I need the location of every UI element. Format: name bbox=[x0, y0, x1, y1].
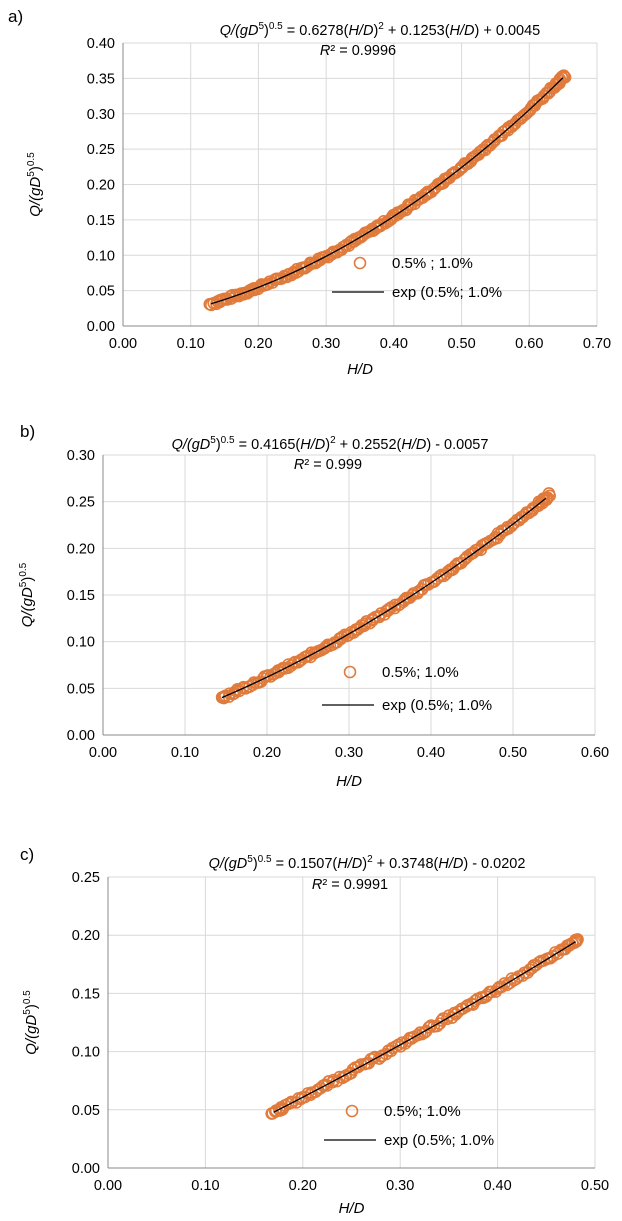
legend-points-label: 0.5% ; 1.0% bbox=[392, 255, 473, 272]
legend-points-label: 0.5%; 1.0% bbox=[382, 664, 459, 681]
x-tick-label: 0.10 bbox=[191, 1178, 219, 1194]
x-tick-label: 0.10 bbox=[171, 745, 199, 761]
x-tick-label: 0.20 bbox=[289, 1178, 317, 1194]
panel-label: b) bbox=[20, 422, 35, 441]
y-tick-label: 0.00 bbox=[67, 728, 95, 744]
x-tick-label: 0.00 bbox=[109, 336, 137, 352]
y-tick-label: 0.15 bbox=[87, 213, 115, 229]
y-tick-label: 0.20 bbox=[87, 178, 115, 194]
y-tick-label: 0.10 bbox=[67, 635, 95, 651]
data-point bbox=[542, 487, 556, 500]
data-point bbox=[523, 963, 537, 977]
x-tick-label: 0.50 bbox=[447, 336, 475, 352]
data-point bbox=[231, 682, 244, 696]
legend-points-label: 0.5%; 1.0% bbox=[384, 1103, 461, 1120]
fit-equation: Q/(gD5)0.5 = 0.4165(H/D)2 + 0.2552(H/D) … bbox=[172, 435, 489, 453]
data-point bbox=[405, 589, 419, 602]
y-tick-label: 0.40 bbox=[87, 36, 115, 52]
r-squared: R² = 0.999 bbox=[294, 457, 362, 473]
x-tick-label: 0.00 bbox=[89, 745, 117, 761]
x-tick-label: 0.30 bbox=[335, 745, 363, 761]
x-tick-label: 0.00 bbox=[94, 1178, 122, 1194]
x-tick-label: 0.10 bbox=[177, 336, 205, 352]
legend-marker-icon bbox=[343, 665, 357, 679]
x-tick-label: 0.60 bbox=[581, 745, 609, 761]
x-tick-label: 0.50 bbox=[581, 1178, 609, 1194]
data-point bbox=[405, 1032, 418, 1045]
y-tick-label: 0.10 bbox=[72, 1045, 100, 1061]
x-tick-label: 0.70 bbox=[583, 336, 611, 352]
y-tick-label: 0.00 bbox=[87, 319, 115, 335]
x-tick-label: 0.20 bbox=[244, 336, 272, 352]
legend-fit-label: exp (0.5%; 1.0% bbox=[384, 1132, 494, 1149]
y-axis-label: Q/(gD5)0.5 bbox=[26, 152, 44, 217]
legend-marker-icon bbox=[353, 256, 367, 270]
x-tick-label: 0.40 bbox=[483, 1178, 511, 1194]
data-point bbox=[571, 933, 584, 946]
x-axis-label: H/D bbox=[336, 773, 362, 790]
legend-fit-label: exp (0.5%; 1.0% bbox=[392, 284, 502, 301]
y-tick-label: 0.30 bbox=[87, 107, 115, 123]
y-tick-label: 0.25 bbox=[87, 142, 115, 158]
x-tick-label: 0.30 bbox=[312, 336, 340, 352]
y-tick-label: 0.15 bbox=[67, 588, 95, 604]
x-axis-label: H/D bbox=[347, 361, 373, 378]
legend-fit-label: exp (0.5%; 1.0% bbox=[382, 697, 492, 714]
panel-label: a) bbox=[8, 7, 23, 26]
y-tick-label: 0.25 bbox=[67, 495, 95, 511]
y-axis-label: Q/(gD5)0.5 bbox=[18, 562, 36, 627]
data-point bbox=[298, 1090, 312, 1104]
y-tick-label: 0.20 bbox=[72, 928, 100, 944]
chart-panel-c: 0.00 0.10 0.20 0.30 0.40 0.50 0.00 0.05 0.10 0.15… bbox=[20, 845, 609, 1217]
panel-label: c) bbox=[20, 845, 34, 864]
y-tick-label: 0.15 bbox=[72, 986, 100, 1002]
y-tick-label: 0.20 bbox=[67, 541, 95, 557]
fit-curve bbox=[221, 497, 547, 699]
x-tick-label: 0.50 bbox=[499, 745, 527, 761]
y-tick-label: 0.25 bbox=[72, 870, 100, 886]
legend-marker-icon bbox=[345, 1104, 359, 1118]
data-point bbox=[334, 632, 348, 646]
chart-panel-b: 0.00 0.10 0.20 0.30 0.40 0.50 0.60 0.00 0.05 0.10… bbox=[18, 422, 609, 790]
y-axis-label: Q/(gD5)0.5 bbox=[22, 990, 40, 1055]
r-squared: R² = 0.9991 bbox=[312, 877, 388, 893]
data-point bbox=[558, 71, 572, 84]
x-tick-label: 0.30 bbox=[386, 1178, 414, 1194]
data-point bbox=[425, 185, 438, 199]
fit-curve bbox=[273, 941, 576, 1113]
x-tick-label: 0.60 bbox=[515, 336, 543, 352]
x-tick-label: 0.20 bbox=[253, 745, 281, 761]
y-tick-label: 0.00 bbox=[72, 1161, 100, 1177]
data-point bbox=[557, 69, 570, 82]
y-tick-label: 0.35 bbox=[87, 71, 115, 87]
y-tick-label: 0.05 bbox=[87, 284, 115, 300]
chart-panel-a: 0.00 0.10 0.20 0.30 0.40 0.50 0.60 0.70 0.00 0.05… bbox=[8, 7, 611, 378]
x-tick-label: 0.40 bbox=[417, 745, 445, 761]
fit-equation: Q/(gD5)0.5 = 0.6278(H/D)2 + 0.1253(H/D) … bbox=[220, 21, 540, 39]
data-point bbox=[233, 684, 246, 698]
fit-curve bbox=[210, 77, 564, 305]
data-point bbox=[510, 972, 523, 985]
y-tick-label: 0.30 bbox=[67, 448, 95, 464]
y-tick-label: 0.05 bbox=[67, 681, 95, 697]
data-point bbox=[422, 1021, 436, 1034]
fit-equation: Q/(gD5)0.5 = 0.1507(H/D)2 + 0.3748(H/D) … bbox=[209, 854, 526, 872]
y-tick-label: 0.10 bbox=[87, 248, 115, 264]
x-tick-label: 0.40 bbox=[380, 336, 408, 352]
r-squared: R² = 0.9996 bbox=[320, 43, 396, 59]
data-point bbox=[351, 623, 364, 636]
x-axis-label: H/D bbox=[339, 1200, 365, 1217]
y-tick-label: 0.05 bbox=[72, 1103, 100, 1119]
